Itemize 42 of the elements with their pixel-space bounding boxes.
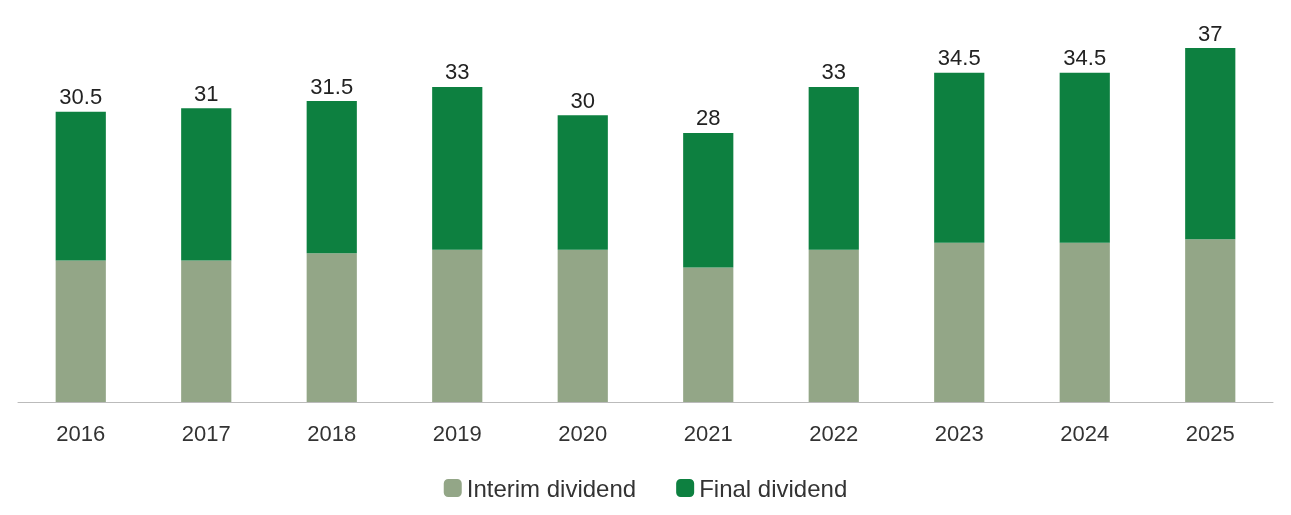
annotation: 34.5 <box>1063 45 1107 71</box>
bar <box>432 86 483 250</box>
annotation: 33 <box>445 59 470 85</box>
bar <box>55 111 106 261</box>
annotation: 34.5 <box>937 45 981 71</box>
bar <box>808 86 859 250</box>
annotation: 30 <box>570 87 595 113</box>
annotation: 37 <box>1198 20 1223 46</box>
bar <box>306 101 357 254</box>
x-tick-label: 2016 <box>56 420 106 446</box>
bar <box>181 260 232 402</box>
x-tick-label: 2025 <box>1185 420 1235 446</box>
bar <box>1059 72 1110 243</box>
bar <box>1185 239 1236 402</box>
bar <box>934 242 985 402</box>
bar <box>306 253 357 402</box>
legend-label: Interim dividend <box>466 474 637 502</box>
annotation: 33 <box>821 59 846 85</box>
bar <box>683 132 734 268</box>
x-tick-label: 2017 <box>181 420 231 446</box>
bar <box>432 249 483 402</box>
annotation: 28 <box>696 105 721 131</box>
bar <box>683 267 734 402</box>
x-tick-label: 2022 <box>809 420 859 446</box>
x-tick-label: 2024 <box>1060 420 1110 446</box>
bar <box>1185 48 1236 240</box>
x-tick-label: 2018 <box>307 420 357 446</box>
x-tick-label: 2019 <box>432 420 482 446</box>
bar <box>1059 242 1110 402</box>
bar <box>557 115 608 250</box>
annotation: 31.5 <box>310 73 354 99</box>
bar <box>181 108 232 261</box>
annotation: 30.5 <box>59 84 103 110</box>
annotation: 31 <box>194 80 219 106</box>
x-tick-label: 2021 <box>683 420 733 446</box>
legend-label: Final dividend <box>699 474 848 502</box>
x-tick-label: 2020 <box>558 420 608 446</box>
bar <box>55 260 106 402</box>
bar <box>934 72 985 243</box>
bar <box>557 249 608 402</box>
x-tick-label: 2023 <box>934 420 984 446</box>
bar <box>808 249 859 402</box>
